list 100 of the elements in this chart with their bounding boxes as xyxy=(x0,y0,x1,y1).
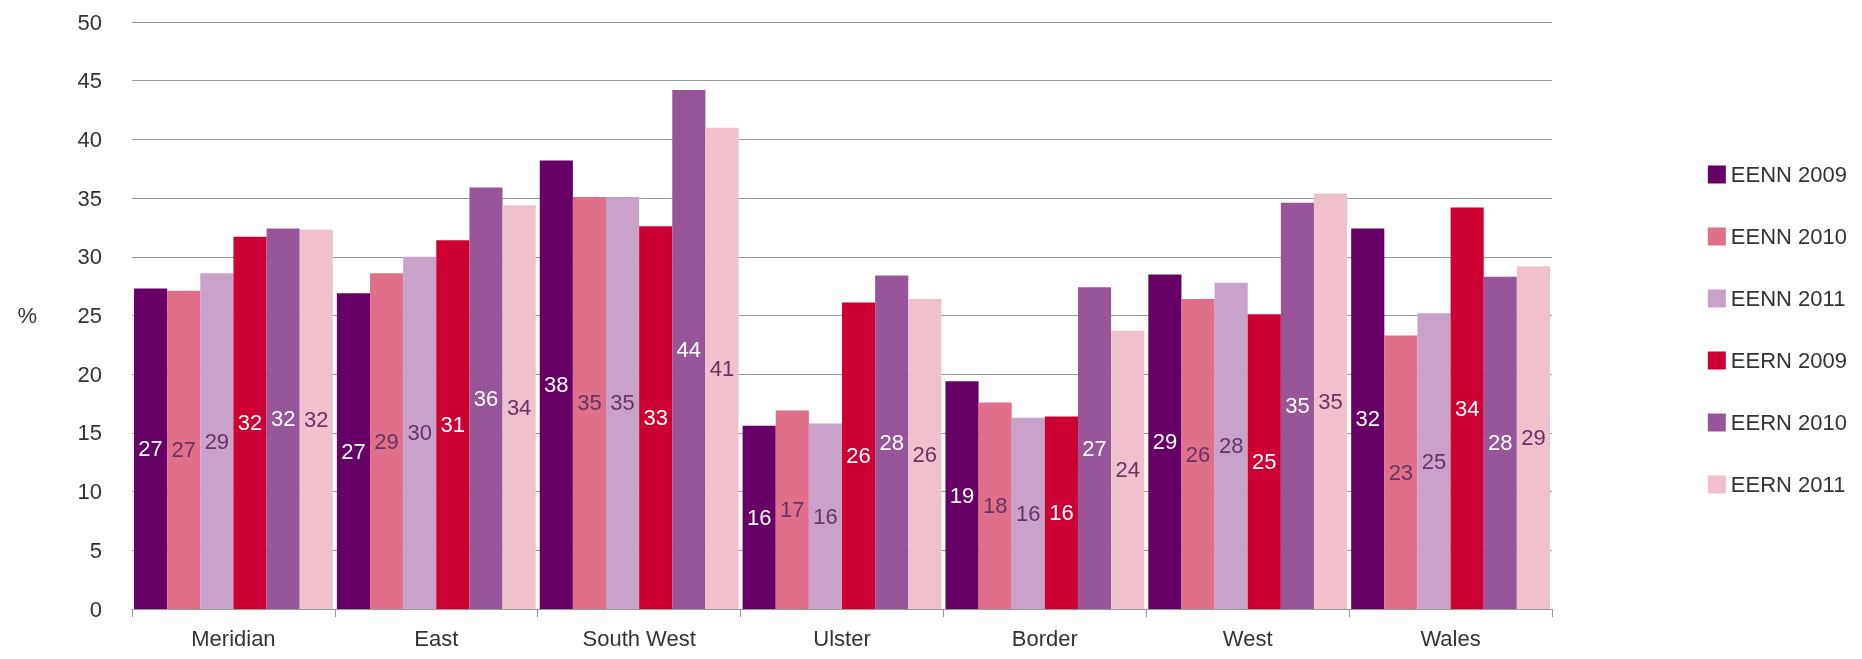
legend-label: EERN 2009 xyxy=(1730,348,1848,373)
data-label: 25 xyxy=(1252,449,1277,475)
bar xyxy=(1313,193,1348,609)
y-tick-label: 5 xyxy=(89,537,102,563)
bar xyxy=(572,196,607,609)
bar xyxy=(1011,417,1045,609)
data-label: 17 xyxy=(780,497,805,523)
bar xyxy=(1450,207,1484,609)
bar xyxy=(978,402,1012,609)
x-tick-label: Ulster xyxy=(813,625,871,651)
y-tick-label: 25 xyxy=(77,303,102,328)
bar xyxy=(1214,282,1248,609)
bar xyxy=(502,205,536,609)
bar xyxy=(639,226,673,609)
bar xyxy=(1516,266,1550,609)
bar xyxy=(672,90,706,609)
data-label: 31 xyxy=(440,412,466,438)
x-tick-label: Border xyxy=(1011,625,1078,651)
legend-label: EERN 2010 xyxy=(1730,410,1848,435)
data-label: 24 xyxy=(1115,457,1140,483)
bar xyxy=(336,293,371,609)
data-label: 29 xyxy=(1521,425,1546,451)
bar xyxy=(134,288,168,609)
data-label: 29 xyxy=(374,428,399,454)
bar xyxy=(233,236,267,609)
bar xyxy=(1351,228,1385,609)
bar xyxy=(1483,276,1517,609)
bar xyxy=(808,423,842,609)
bar xyxy=(469,187,503,609)
data-label: 41 xyxy=(709,355,735,381)
x-tick-label: East xyxy=(414,625,459,651)
data-label: 34 xyxy=(506,394,532,420)
bar xyxy=(606,196,640,609)
y-tick-label: 40 xyxy=(77,126,102,152)
data-label: 25 xyxy=(1421,448,1447,474)
data-label: 28 xyxy=(1488,430,1513,456)
bar xyxy=(908,299,942,609)
y-tick-label: 10 xyxy=(77,479,102,505)
data-label: 32 xyxy=(304,406,329,432)
data-label: 33 xyxy=(643,405,668,431)
data-label: 16 xyxy=(1016,500,1041,526)
bar xyxy=(539,160,573,609)
bar xyxy=(1077,287,1112,609)
bar xyxy=(875,275,909,609)
bar xyxy=(370,273,404,609)
legend-label: EERN 2011 xyxy=(1730,472,1846,497)
bar xyxy=(436,240,470,609)
data-label: 30 xyxy=(407,420,432,446)
y-axis-title: % xyxy=(17,303,37,328)
data-label: 28 xyxy=(879,429,904,455)
bar xyxy=(1280,202,1314,609)
bar xyxy=(1044,416,1078,609)
data-label: 35 xyxy=(1318,388,1343,414)
data-label: 34 xyxy=(1454,395,1480,421)
data-label: 35 xyxy=(610,390,635,416)
bar xyxy=(742,425,776,609)
y-tick-label: 45 xyxy=(77,68,102,94)
y-tick-label: 35 xyxy=(77,185,102,211)
data-label: 28 xyxy=(1218,433,1244,459)
y-tick-label: 20 xyxy=(77,361,102,387)
bar xyxy=(1148,274,1182,609)
data-label: 18 xyxy=(982,493,1008,519)
bar xyxy=(775,410,809,609)
data-label: 26 xyxy=(846,443,871,469)
data-label: 27 xyxy=(1082,435,1107,461)
data-label: 16 xyxy=(1049,500,1074,526)
bar xyxy=(403,256,437,609)
bar xyxy=(705,127,739,609)
data-label: 35 xyxy=(1285,393,1310,419)
data-label: 27 xyxy=(171,437,196,463)
data-label: 36 xyxy=(473,385,499,411)
bar xyxy=(1181,299,1215,609)
legend-label: EENN 2011 xyxy=(1730,286,1846,311)
x-tick-label: Wales xyxy=(1420,625,1481,651)
y-tick-label: 50 xyxy=(77,9,102,35)
data-label: 16 xyxy=(813,503,838,529)
data-label: 35 xyxy=(577,390,602,416)
data-label: 32 xyxy=(237,410,263,436)
bar xyxy=(945,381,979,609)
data-label: 32 xyxy=(270,406,296,432)
bar xyxy=(1384,335,1418,609)
y-tick-label: 30 xyxy=(77,244,102,270)
data-label: 26 xyxy=(1185,441,1211,467)
y-tick-label: 15 xyxy=(77,420,102,446)
data-label: 23 xyxy=(1388,459,1414,485)
x-tick-label: Meridian xyxy=(191,625,276,651)
data-label: 26 xyxy=(912,441,938,467)
data-label: 16 xyxy=(746,504,772,530)
data-label: 29 xyxy=(204,428,230,454)
bar xyxy=(200,273,234,609)
bar xyxy=(266,228,300,609)
bar xyxy=(1247,314,1281,609)
x-tick-label: West xyxy=(1222,625,1273,651)
data-label: 38 xyxy=(544,372,569,398)
data-label: 27 xyxy=(341,438,366,464)
data-label: 32 xyxy=(1355,406,1380,432)
legend-label: EENN 2010 xyxy=(1730,224,1848,249)
bar xyxy=(1111,330,1145,609)
data-label: 44 xyxy=(676,337,702,363)
bar xyxy=(167,290,201,609)
